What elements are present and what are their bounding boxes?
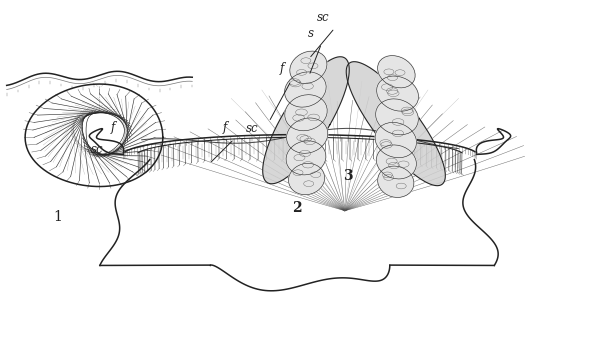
Text: 1: 1 bbox=[53, 210, 62, 224]
Polygon shape bbox=[263, 57, 349, 184]
Text: sc: sc bbox=[316, 11, 329, 24]
Polygon shape bbox=[346, 62, 445, 186]
Ellipse shape bbox=[289, 163, 325, 195]
Ellipse shape bbox=[375, 122, 416, 158]
Text: f: f bbox=[280, 62, 284, 75]
Text: 3: 3 bbox=[343, 169, 353, 183]
Ellipse shape bbox=[286, 141, 326, 175]
Ellipse shape bbox=[377, 166, 414, 198]
Ellipse shape bbox=[377, 56, 415, 88]
Text: f: f bbox=[111, 121, 115, 134]
Ellipse shape bbox=[290, 51, 327, 83]
Ellipse shape bbox=[377, 76, 419, 111]
Ellipse shape bbox=[285, 95, 327, 131]
Text: sc: sc bbox=[246, 122, 259, 135]
Text: 2: 2 bbox=[292, 201, 302, 215]
Text: f: f bbox=[223, 120, 227, 133]
Text: sc: sc bbox=[91, 143, 104, 156]
Ellipse shape bbox=[376, 99, 418, 135]
Ellipse shape bbox=[287, 118, 328, 153]
Ellipse shape bbox=[284, 72, 326, 107]
Text: s: s bbox=[308, 26, 314, 39]
Ellipse shape bbox=[376, 145, 416, 179]
